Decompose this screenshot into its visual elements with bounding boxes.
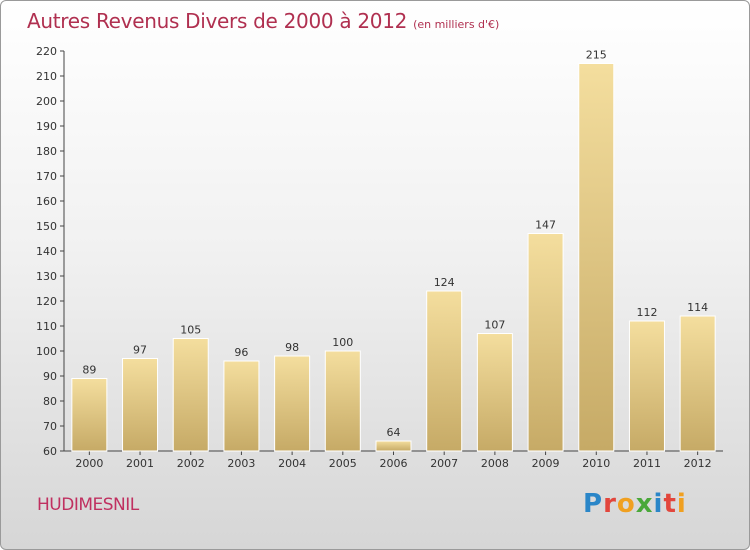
y-tick-label: 130 — [36, 270, 57, 283]
bar-2002 — [172, 338, 209, 452]
commune-name: HUDIMESNIL — [37, 495, 139, 515]
x-tick-label-2001: 2001 — [126, 457, 154, 470]
x-tick-label-2011: 2011 — [633, 457, 661, 470]
value-label-2008: 107 — [484, 319, 505, 332]
chart-title-text: Autres Revenus Divers de 2000 à 2012 — [27, 9, 408, 33]
y-tick-label: 120 — [36, 295, 57, 308]
y-tick-label: 110 — [36, 320, 57, 333]
bar-2001 — [122, 358, 159, 452]
value-label-2004: 98 — [285, 341, 299, 354]
y-tick-label: 100 — [36, 345, 57, 358]
bar-2000 — [71, 378, 108, 452]
bar-2006 — [375, 440, 412, 452]
y-tick-label: 160 — [36, 195, 57, 208]
bar-2008 — [476, 333, 513, 452]
bar-2004 — [274, 355, 311, 452]
y-tick-label: 60 — [43, 445, 57, 458]
bar-2003 — [223, 360, 260, 452]
value-label-2010: 215 — [586, 49, 607, 62]
value-label-2012: 114 — [687, 301, 708, 314]
x-tick-label-2000: 2000 — [75, 457, 103, 470]
y-tick-label: 140 — [36, 245, 57, 258]
value-label-2011: 112 — [636, 306, 657, 319]
y-tick-label: 170 — [36, 170, 57, 183]
x-tick-label-2006: 2006 — [380, 457, 408, 470]
value-label-2000: 89 — [82, 364, 96, 377]
bar-2005 — [324, 350, 361, 452]
x-tick-label-2005: 2005 — [329, 457, 357, 470]
value-label-2005: 100 — [332, 336, 353, 349]
x-tick-label-2004: 2004 — [278, 457, 306, 470]
y-tick-label: 70 — [43, 420, 57, 433]
proxiti-logo: Proxiti — [583, 489, 687, 519]
bar-2007 — [426, 290, 463, 452]
x-tick-label-2008: 2008 — [481, 457, 509, 470]
chart-unit: (en milliers d'€) — [413, 18, 500, 31]
value-label-2001: 97 — [133, 344, 147, 357]
value-label-2002: 105 — [180, 324, 201, 337]
x-tick-label-2012: 2012 — [684, 457, 712, 470]
y-tick-label: 210 — [36, 70, 57, 83]
y-tick-label: 200 — [36, 95, 57, 108]
y-tick-label: 180 — [36, 145, 57, 158]
x-tick-label-2003: 2003 — [227, 457, 255, 470]
value-label-2009: 147 — [535, 219, 556, 232]
x-tick-label-2002: 2002 — [177, 457, 205, 470]
bar-2011 — [628, 320, 665, 452]
y-tick-label: 90 — [43, 370, 57, 383]
chart-title: Autres Revenus Divers de 2000 à 2012 (en … — [27, 9, 499, 33]
y-tick-label: 220 — [36, 45, 57, 58]
x-tick-label-2007: 2007 — [430, 457, 458, 470]
x-tick-label-2010: 2010 — [582, 457, 610, 470]
y-tick-label: 190 — [36, 120, 57, 133]
value-label-2003: 96 — [234, 346, 248, 359]
bar-2012 — [679, 315, 716, 452]
bar-2009 — [527, 233, 564, 452]
value-label-2007: 124 — [434, 276, 455, 289]
x-tick-label-2009: 2009 — [532, 457, 560, 470]
bar-2010 — [578, 63, 615, 452]
y-tick-label: 80 — [43, 395, 57, 408]
y-tick-label: 150 — [36, 220, 57, 233]
value-label-2006: 64 — [387, 426, 401, 439]
